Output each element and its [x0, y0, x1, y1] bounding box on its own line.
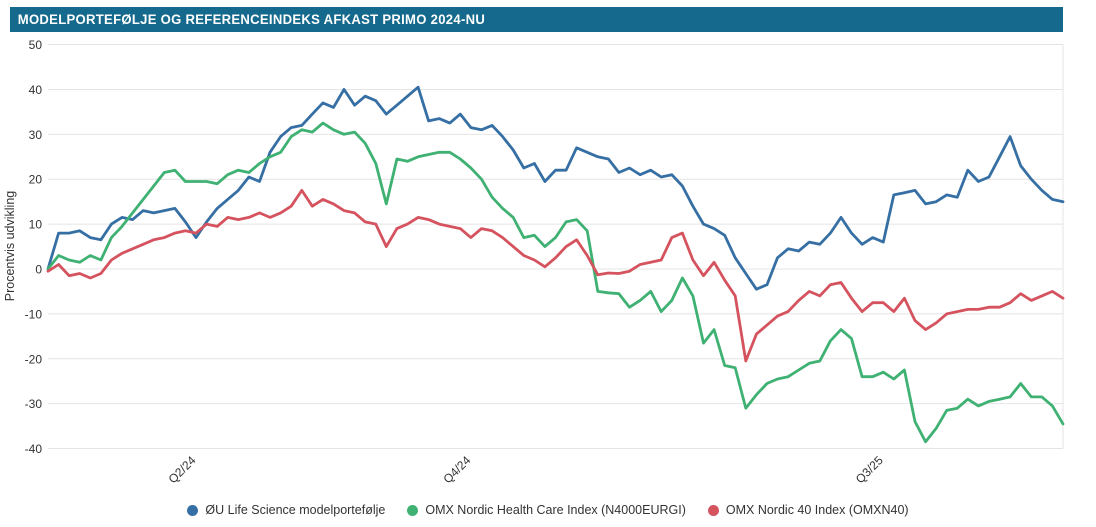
legend-dot-blue-icon: [187, 504, 199, 516]
chart-title: MODELPORTEFØLJE OG REFERENCEINDEKS AFKAS…: [17, 12, 486, 27]
y-tick-label: -30: [25, 397, 43, 411]
legend-dot-green-icon: [407, 504, 419, 516]
legend-item-nordic40-index[interactable]: OMX Nordic 40 Index (OMXN40): [707, 503, 909, 517]
y-tick-label: 10: [29, 218, 43, 232]
legend-dot-red-icon: [707, 504, 719, 516]
y-tick-label: 20: [29, 173, 43, 187]
series-line-0[interactable]: [46, 85, 1065, 291]
y-axis-title: Procentvis udvikling: [3, 191, 17, 302]
y-tick-label: 50: [29, 38, 43, 52]
chart-title-bar: MODELPORTEFØLJE OG REFERENCEINDEKS AFKAS…: [10, 7, 1063, 32]
series-line-1[interactable]: [46, 121, 1065, 444]
x-tick-label: Q3/25: [853, 453, 886, 486]
y-tick-label: -20: [25, 352, 43, 366]
series-line-2[interactable]: [46, 188, 1065, 363]
plot-area-container: 50 40 30 20 10 0 -10 -20 -30 -40 Procentvis udvikl…: [3, 38, 1065, 486]
y-tick-label: 0: [35, 263, 42, 277]
line-chart: 50 40 30 20 10 0 -10 -20 -30 -40 Procentvis udvikl…: [3, 38, 1065, 486]
legend-item-health-care-index[interactable]: OMX Nordic Health Care Index (N4000EURGI…: [407, 503, 686, 517]
legend-item-modelportefolje[interactable]: ØU Life Science modelportefølje: [187, 503, 385, 517]
chart-legend: ØU Life Science modelportefølje OMX Nord…: [0, 499, 1096, 521]
x-tick-label: Q4/24: [440, 453, 473, 486]
x-tick-label: Q2/24: [166, 453, 199, 486]
y-tick-label: 40: [29, 83, 43, 97]
legend-label: OMX Nordic Health Care Index (N4000EURGI…: [425, 503, 686, 517]
y-tick-label: -10: [25, 307, 43, 321]
legend-label: ØU Life Science modelportefølje: [205, 503, 386, 517]
legend-label: OMX Nordic 40 Index (OMXN40): [725, 503, 909, 517]
y-tick-label: -40: [25, 442, 43, 456]
y-tick-label: 30: [29, 128, 43, 142]
